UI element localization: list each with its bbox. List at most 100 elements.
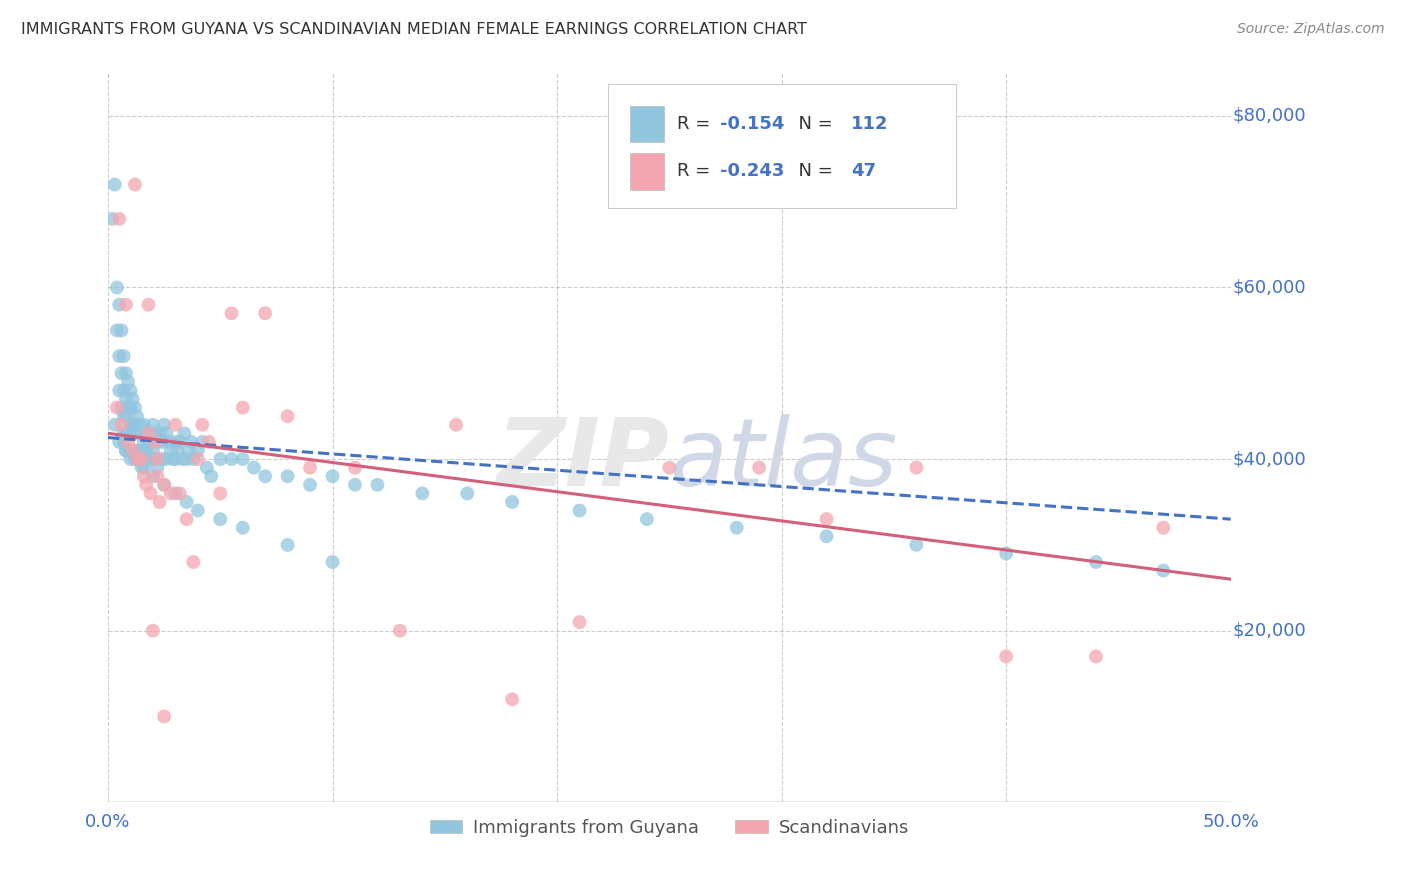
Point [165,434,187,449]
Point [117,375,139,389]
Point [131,452,153,467]
Point [150,452,173,467]
Point [995,649,1018,664]
Point [165,452,187,467]
Point [127,452,149,467]
Point [181,555,204,569]
Point [120,443,142,458]
Point [142,469,165,483]
Point [322,555,344,569]
Point [160,486,183,500]
Point [176,495,198,509]
Point [153,709,176,723]
Point [501,692,523,706]
Point [169,434,191,449]
Point [132,469,155,483]
Point [191,434,214,449]
Point [146,452,169,467]
Point [149,426,172,441]
Point [138,434,160,449]
Text: $80,000: $80,000 [1233,107,1306,125]
Point [115,426,138,441]
Point [105,280,128,294]
Point [142,417,165,432]
Point [277,409,299,424]
Point [132,434,155,449]
Point [115,443,138,458]
Point [166,443,188,458]
Text: -0.154: -0.154 [720,115,785,133]
Point [138,426,160,441]
Bar [630,106,664,142]
Point [815,512,838,526]
Point [299,460,322,475]
Point [127,409,149,424]
Point [150,434,173,449]
Point [124,452,146,467]
Point [124,401,146,415]
Bar [630,153,664,190]
Point [124,417,146,432]
Point [658,460,681,475]
Point [135,426,157,441]
Point [343,460,366,475]
Point [121,417,143,432]
Point [725,521,748,535]
Point [501,495,523,509]
Point [200,469,222,483]
Point [343,478,366,492]
Point [444,417,467,432]
Point [139,486,162,500]
Point [146,434,169,449]
FancyBboxPatch shape [607,84,956,208]
Point [568,615,591,629]
Point [127,452,149,467]
Point [191,417,214,432]
Point [138,452,160,467]
Point [149,495,172,509]
Point [180,434,202,449]
Point [132,460,155,475]
Point [146,460,169,475]
Point [112,384,135,398]
Point [112,349,135,363]
Point [187,443,209,458]
Point [322,469,344,483]
Point [142,624,165,638]
Point [139,452,162,467]
Point [128,417,150,432]
Text: 112: 112 [851,115,889,133]
Text: R =: R = [678,162,716,180]
Point [157,434,180,449]
Point [135,478,157,492]
Point [110,323,132,337]
Point [115,392,138,406]
Text: 47: 47 [851,162,876,180]
Text: ZIP: ZIP [496,414,669,506]
Point [135,443,157,458]
Point [176,512,198,526]
Point [153,478,176,492]
Point [138,298,160,312]
Point [1085,555,1108,569]
Point [110,401,132,415]
Point [131,460,153,475]
Point [209,512,232,526]
Point [177,443,200,458]
Point [101,211,124,226]
Point [815,529,838,543]
Point [221,452,243,467]
Point [456,486,478,500]
Point [155,452,177,467]
Point [142,443,165,458]
Point [120,401,142,415]
Point [155,426,177,441]
Point [568,503,591,517]
Point [121,392,143,406]
Text: -0.243: -0.243 [720,162,785,180]
Point [143,452,166,467]
Point [105,323,128,337]
Point [388,624,411,638]
Point [120,384,142,398]
Point [115,409,138,424]
